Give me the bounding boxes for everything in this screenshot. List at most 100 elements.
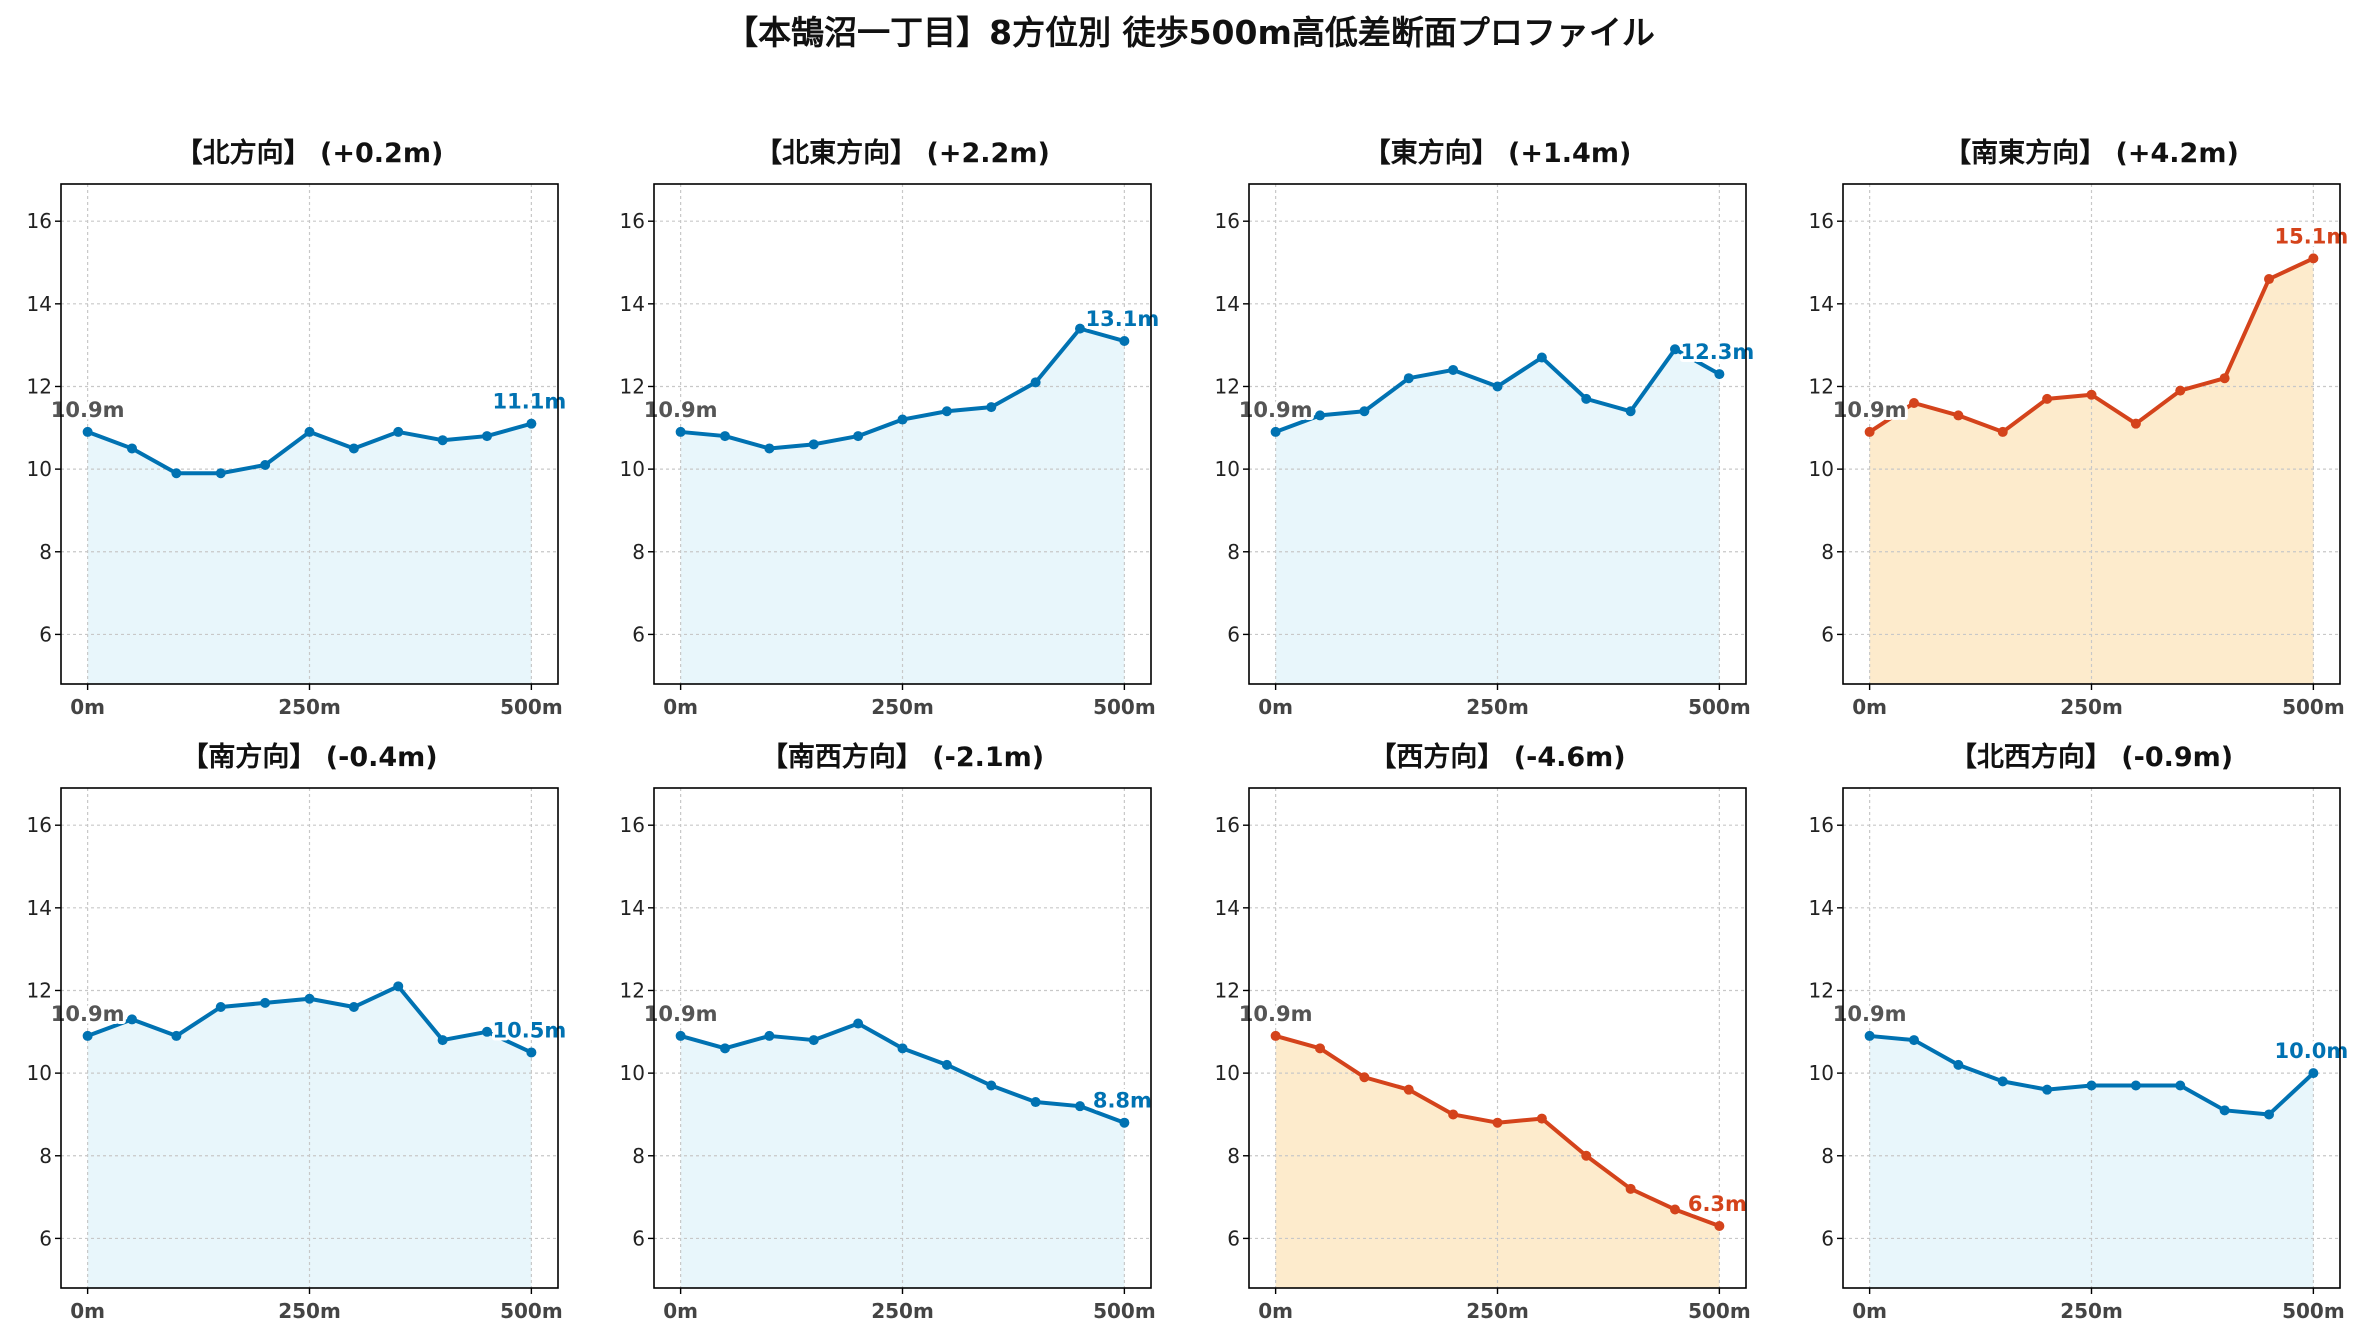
panel-4-frame [60, 787, 559, 1289]
panel-3-point-2 [1953, 410, 1964, 421]
panel-1-xtick-label-0: 0m [663, 695, 698, 719]
panel-4-end-label: 10.5m [493, 1018, 567, 1042]
panels-grid: 【北方向】 (+0.2m) 6 8 10 12 14 16 0m 250m 500m 10.9m 11… [27, 137, 2352, 1323]
panel-0: 【北方向】 (+0.2m) 6 8 10 12 14 16 0m 250m 500m 10.9m 11… [27, 137, 570, 719]
panel-4-ytick-label-0: 6 [39, 1226, 52, 1250]
panel-5-point-6 [941, 1059, 952, 1070]
figure-title: 【本鵠沼一丁目】8方位別 徒歩500m高低差断面プロファイル [725, 13, 1655, 52]
panel-0-xtick-label-0: 0m [70, 695, 105, 719]
panel-3-point-9 [2264, 274, 2274, 285]
panel-3-title: 【南東方向】 (+4.2m) [1944, 137, 2239, 169]
panel-7-point-7 [2175, 1080, 2186, 1091]
panel-7-ytick-label-4: 14 [1809, 896, 1834, 920]
panel-0-point-3 [215, 468, 226, 479]
panel-1-ytick-label-1: 8 [632, 540, 645, 564]
panel-3-frame [1842, 183, 2341, 685]
panel-2-start-label: 10.9m [1239, 398, 1313, 422]
panel-4-point-2 [171, 1030, 182, 1041]
panel-5-point-5 [897, 1043, 908, 1054]
panel-3-point-0 [1864, 426, 1875, 437]
panel-6-point-4 [1448, 1109, 1459, 1120]
panel-4-xtick-label-2: 500m [500, 1299, 563, 1323]
panel-6-xtick-label-2: 500m [1688, 1299, 1751, 1323]
panel-2-point-6 [1536, 352, 1547, 363]
panel-1-xtick-label-2: 500m [1093, 695, 1156, 719]
panel-6-point-2 [1359, 1072, 1370, 1083]
panel-6-ytick-label-2: 10 [1215, 1061, 1240, 1085]
panel-1-point-5 [897, 414, 908, 425]
panel-3-start-label: 10.9m [1833, 398, 1907, 422]
panel-1-point-0 [675, 426, 686, 437]
panel-6-point-5 [1492, 1117, 1503, 1128]
panel-6-point-10 [1714, 1221, 1725, 1232]
panel-1-ytick-label-2: 10 [620, 457, 645, 481]
panel-5-point-8 [1030, 1097, 1041, 1108]
panel-6-title: 【西方向】 (-4.6m) [1369, 741, 1625, 773]
panel-5-ytick-label-2: 10 [620, 1061, 645, 1085]
panel-4-point-10 [526, 1047, 537, 1058]
panel-3-ytick-label-4: 14 [1809, 292, 1834, 316]
panel-0-point-7 [393, 426, 404, 437]
panel-3: 【南東方向】 (+4.2m) 6 8 10 12 14 16 0m 250m 500m 10.9m 1… [1809, 137, 2352, 719]
panel-5-xtick-label-2: 500m [1093, 1299, 1156, 1323]
panel-4-point-7 [393, 981, 404, 992]
panel-5-end-label: 8.8m [1093, 1089, 1152, 1113]
panel-1-point-3 [808, 439, 819, 450]
panel-7-point-0 [1864, 1030, 1875, 1041]
panel-6-ytick-label-1: 8 [1227, 1144, 1240, 1168]
panel-1-point-4 [853, 431, 864, 442]
panel-7-frame [1842, 787, 2341, 1289]
panel-2-point-8 [1625, 406, 1636, 417]
panel-7-xtick-label-2: 500m [2282, 1299, 2345, 1323]
panel-7-point-6 [2130, 1080, 2141, 1091]
panel-0-ytick-label-2: 10 [27, 457, 52, 481]
panel-5-point-10 [1119, 1117, 1130, 1128]
panel-1-ytick-label-3: 12 [620, 374, 645, 398]
panel-7-point-10 [2308, 1068, 2319, 1079]
panel-7-end-label: 10.0m [2275, 1039, 2349, 1063]
panel-3-end-label: 15.1m [2275, 224, 2349, 248]
panel-0-point-2 [171, 468, 182, 479]
panel-4-point-1 [127, 1014, 137, 1025]
panel-4-ytick-label-4: 14 [27, 896, 52, 920]
panel-2-title: 【東方向】 (+1.4m) [1364, 137, 1632, 169]
panel-4-point-6 [348, 1002, 359, 1013]
panel-1: 【北東方向】 (+2.2m) 6 8 10 12 14 16 0m 250m 500m 10.9m 1… [620, 137, 1163, 719]
panel-7-point-8 [2219, 1105, 2230, 1116]
panel-7-ytick-label-5: 16 [1809, 813, 1834, 837]
panel-5-point-4 [853, 1018, 864, 1029]
panel-6-frame [1248, 787, 1747, 1289]
panel-7-point-5 [2086, 1080, 2097, 1091]
panel-1-start-label: 10.9m [644, 398, 718, 422]
panel-7-start-label: 10.9m [1833, 1002, 1907, 1026]
panel-5-frame [653, 787, 1152, 1289]
panel-1-xtick-label-1: 250m [871, 695, 934, 719]
panel-4-xtick-label-0: 0m [70, 1299, 105, 1323]
panel-0-frame [60, 183, 559, 685]
panel-7-xtick-label-1: 250m [2060, 1299, 2123, 1323]
panel-5-xtick-label-1: 250m [871, 1299, 934, 1323]
panel-4: 【南方向】 (-0.4m) 6 8 10 12 14 16 0m 250m 500m 10.9m 10… [27, 741, 570, 1323]
panel-6-point-6 [1536, 1113, 1547, 1124]
panel-3-xtick-label-0: 0m [1852, 695, 1887, 719]
panel-7-title: 【北西方向】 (-0.9m) [1950, 741, 2233, 773]
panel-3-point-5 [2086, 389, 2097, 400]
panel-7-ytick-label-1: 8 [1821, 1144, 1834, 1168]
panel-1-title: 【北東方向】 (+2.2m) [755, 137, 1050, 169]
panel-6-ytick-label-3: 12 [1215, 978, 1240, 1002]
panel-2-ytick-label-4: 14 [1215, 292, 1240, 316]
panel-2-point-4 [1448, 364, 1459, 375]
panel-2: 【東方向】 (+1.4m) 6 8 10 12 14 16 0m 250m 500m 10.9m 12… [1215, 137, 1758, 719]
panel-5-ytick-label-1: 8 [632, 1144, 645, 1168]
panel-7-point-1 [1909, 1035, 1919, 1046]
panel-1-ytick-label-0: 6 [632, 622, 645, 646]
panel-2-point-5 [1492, 381, 1503, 392]
panel-3-point-1 [1909, 398, 1919, 409]
panel-2-ytick-label-5: 16 [1215, 209, 1240, 233]
panel-6-ytick-label-0: 6 [1227, 1226, 1240, 1250]
panel-4-point-8 [437, 1035, 448, 1046]
panel-7-point-3 [1997, 1076, 2008, 1087]
panel-4-ytick-label-5: 16 [27, 813, 52, 837]
panel-6-end-label: 6.3m [1688, 1192, 1747, 1216]
